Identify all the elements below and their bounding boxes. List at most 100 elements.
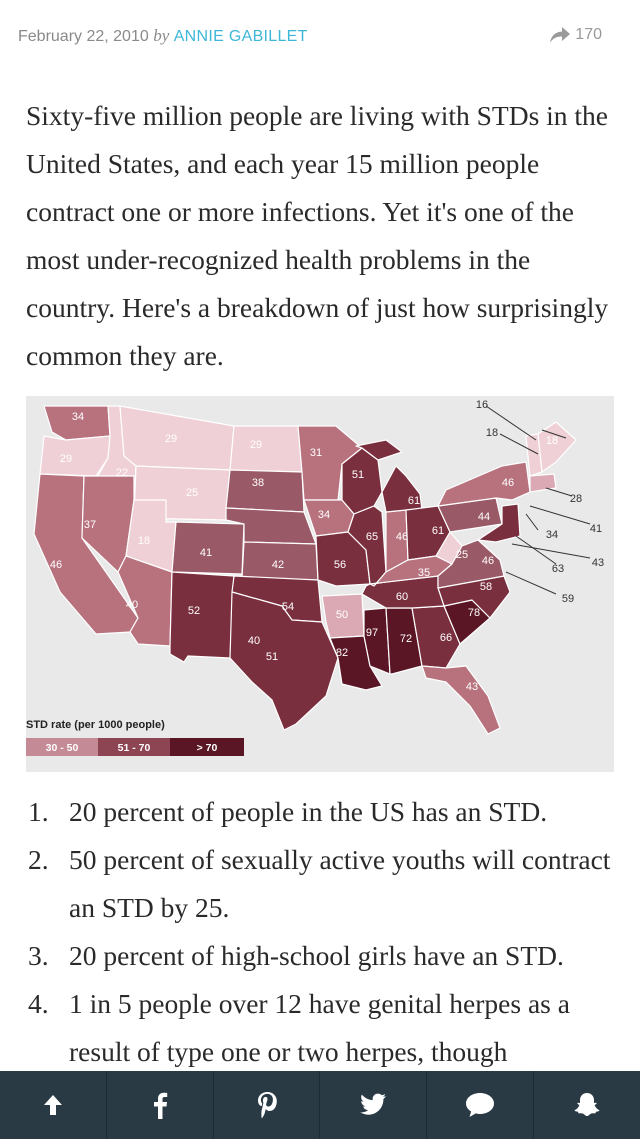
legend: 30 - 50 51 - 70 > 70	[26, 738, 244, 756]
map-value: 56	[334, 559, 346, 571]
map-value: 61	[432, 525, 444, 537]
state-sd	[225, 469, 305, 513]
comment-icon	[466, 1093, 495, 1117]
map-value: 18	[486, 427, 498, 439]
map-value: 40	[248, 635, 260, 647]
map-value: 40	[126, 599, 138, 611]
map-value: 82	[336, 647, 348, 659]
map-value: 43	[466, 681, 478, 693]
list-number: 3.	[28, 940, 49, 971]
list-text: 20 percent of people in the US has an ST…	[69, 796, 548, 827]
article-meta: February 22, 2010 by ANNIE GABILLET 170	[18, 26, 622, 50]
facebook-icon	[153, 1092, 167, 1119]
comment-button[interactable]	[427, 1071, 535, 1139]
map-value: 22	[116, 467, 128, 479]
byline-by: by	[153, 26, 170, 45]
map-value: 46	[482, 555, 494, 567]
std-rate-map: 34 29 29 22 29 25 31 38 51 37 18 40 34 6…	[26, 396, 614, 772]
map-value: 66	[440, 632, 452, 644]
map-value: 29	[250, 439, 262, 451]
state-nj-de-md	[477, 503, 521, 543]
legend-label: 30 - 50	[46, 742, 79, 754]
state-or	[39, 435, 111, 477]
map-value: 60	[396, 591, 408, 603]
state-ms	[363, 607, 391, 675]
list-text: 20 percent of high-school girls have an …	[69, 940, 564, 971]
map-value: 16	[476, 399, 488, 411]
list-text: 50 percent of sexually active youths wil…	[69, 844, 611, 923]
map-value: 25	[186, 487, 198, 499]
map-value: 65	[366, 531, 378, 543]
bottom-share-bar	[0, 1071, 640, 1139]
map-value: 46	[502, 477, 514, 489]
up-arrow-icon	[43, 1095, 62, 1115]
list-item: 1. 20 percent of people in the US has an …	[0, 788, 640, 836]
map-value: 34	[546, 529, 558, 541]
facts-list: 1. 20 percent of people in the US has an …	[0, 788, 640, 1076]
map-value: 46	[396, 531, 408, 543]
pinterest-icon	[257, 1092, 277, 1119]
map-value: 18	[546, 435, 558, 447]
legend-label: 51 - 70	[118, 742, 151, 754]
list-number: 4.	[28, 988, 49, 1019]
state-va	[437, 539, 505, 589]
map-value: 41	[590, 523, 602, 535]
map-value: 52	[188, 605, 200, 617]
map-value: 43	[592, 557, 604, 569]
map-value: 46	[50, 559, 62, 571]
map-value: 31	[310, 447, 322, 459]
list-item: 3. 20 percent of high-school girls have a…	[0, 932, 640, 980]
map-value: 58	[480, 581, 492, 593]
map-value: 29	[60, 453, 72, 465]
list-number: 2.	[28, 844, 49, 875]
map-value: 61	[408, 495, 420, 507]
map-value: 28	[570, 493, 582, 505]
map-value: 51	[266, 651, 278, 663]
map-value: 54	[282, 601, 294, 613]
author-link[interactable]: ANNIE GABILLET	[173, 28, 308, 45]
us-map-graphic: 34 29 29 22 29 25 31 38 51 37 18 40 34 6…	[26, 399, 604, 756]
map-value: 34	[72, 411, 84, 423]
snapchat-share-button[interactable]	[534, 1071, 640, 1139]
map-value: 29	[165, 433, 177, 445]
scroll-top-button[interactable]	[0, 1071, 107, 1139]
list-number: 1.	[28, 796, 49, 827]
pinterest-share-button[interactable]	[214, 1071, 321, 1139]
twitter-icon	[360, 1093, 387, 1115]
state-nm	[169, 571, 235, 663]
state-mi	[381, 465, 423, 513]
map-value: 41	[200, 547, 212, 559]
share-arrow-icon	[550, 27, 571, 43]
list-item: 2. 50 percent of sexually active youths w…	[0, 836, 640, 932]
list-item: 4. 1 in 5 people over 12 have genital her…	[0, 980, 640, 1076]
state-nd	[229, 425, 303, 473]
legend-label: > 70	[197, 742, 218, 754]
map-value: 34	[318, 509, 330, 521]
share-count[interactable]: 170	[549, 26, 602, 44]
state-ny	[437, 461, 531, 507]
state-mn	[297, 425, 363, 501]
share-count-value: 170	[575, 26, 602, 43]
map-value: 51	[352, 469, 364, 481]
state-mi-up	[355, 439, 403, 461]
map-value: 50	[336, 609, 348, 621]
facebook-share-button[interactable]	[107, 1071, 214, 1139]
post-date: February 22, 2010	[18, 28, 149, 45]
snapchat-icon	[574, 1093, 600, 1116]
article-intro: Sixty-five million people are living wit…	[26, 100, 609, 371]
map-value: 59	[562, 593, 574, 605]
state-me	[537, 421, 577, 473]
state-fl	[421, 665, 501, 735]
map-value: 97	[366, 627, 378, 639]
map-value: 18	[138, 535, 150, 547]
twitter-share-button[interactable]	[320, 1071, 428, 1139]
list-text: 1 in 5 people over 12 have genital herpe…	[69, 988, 570, 1067]
state-tx	[229, 591, 339, 731]
state-ma-ri-ct	[529, 473, 557, 493]
legend-title: STD rate (per 1000 people)	[26, 719, 165, 731]
map-value: 38	[252, 477, 264, 489]
map-value: 44	[478, 511, 490, 523]
map-value: 25	[456, 549, 468, 561]
map-value: 42	[272, 559, 284, 571]
map-value: 37	[84, 519, 96, 531]
